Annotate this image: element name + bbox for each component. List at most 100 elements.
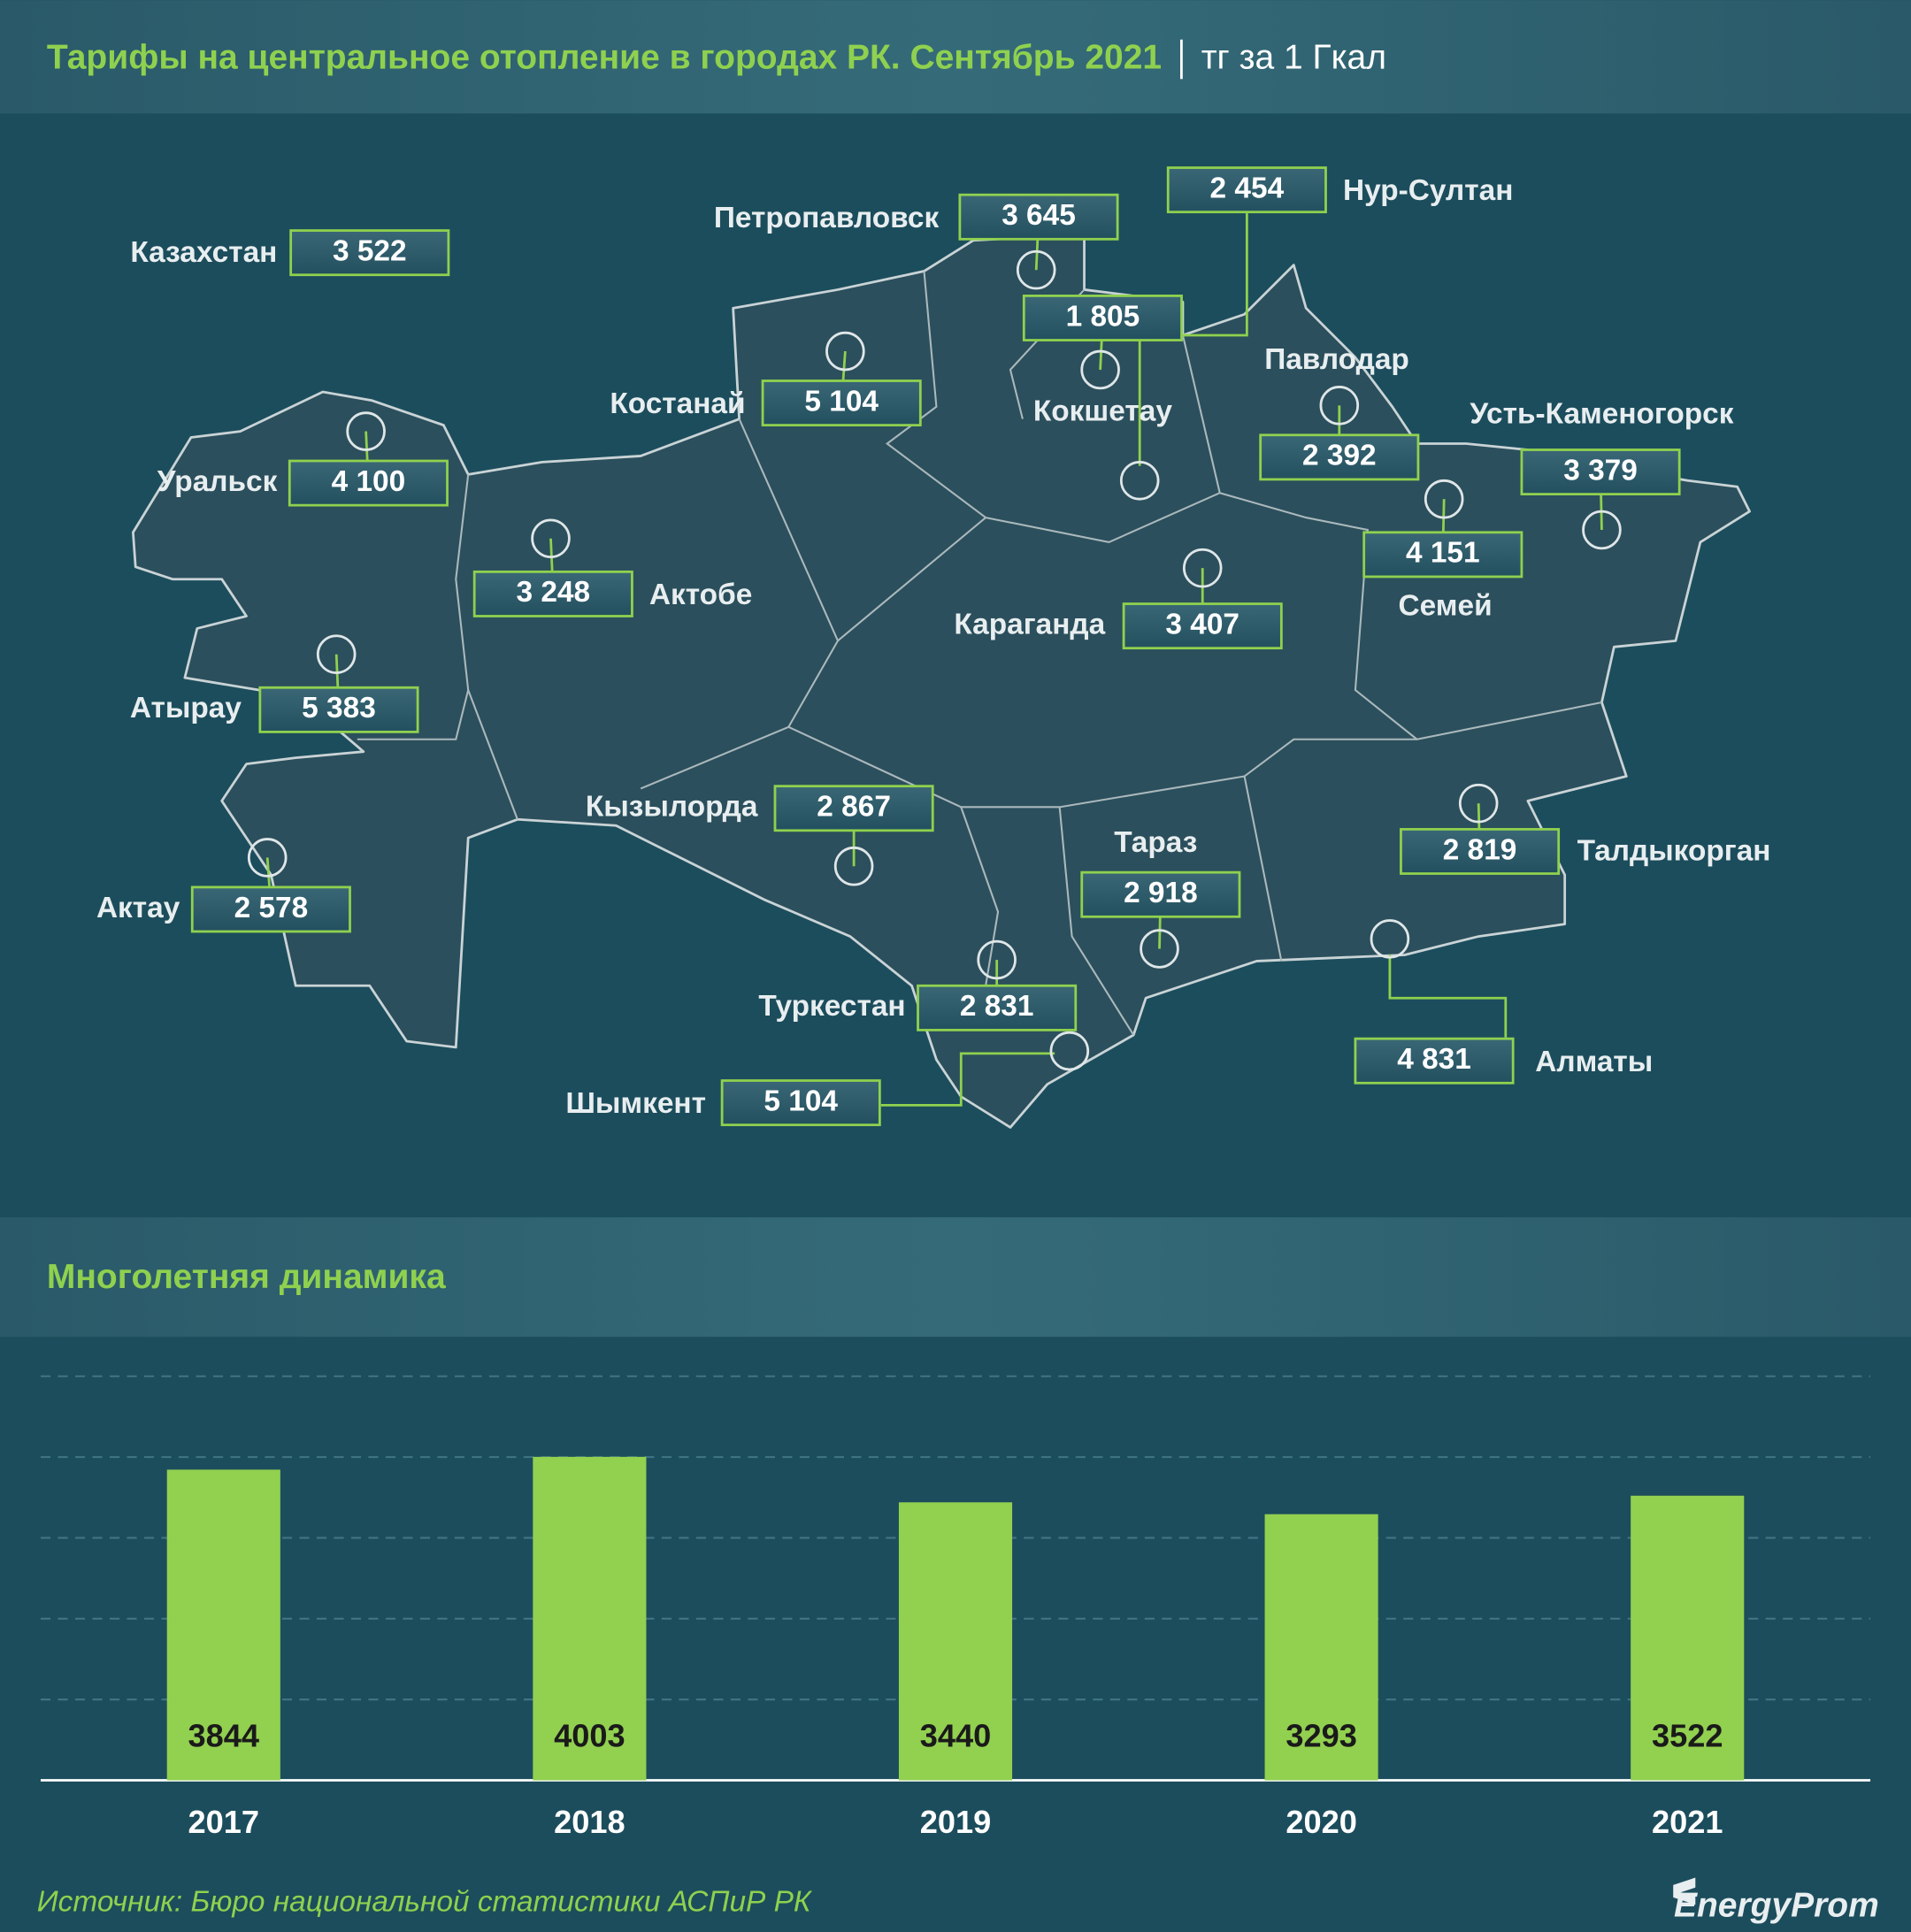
city-marker <box>1049 1031 1090 1071</box>
city-value: 2 819 <box>1443 833 1517 866</box>
city-name: Уральск <box>157 465 278 498</box>
x-tick-label: 2020 <box>1286 1804 1357 1840</box>
city-marker <box>1016 249 1056 290</box>
city-name: Туркестан <box>758 990 905 1023</box>
city-name: Тараз <box>1114 826 1197 859</box>
x-tick-label: 2018 <box>554 1804 625 1840</box>
city-value: 3 522 <box>333 234 407 267</box>
city-value: 5 383 <box>302 692 376 724</box>
value-box <box>958 193 1119 241</box>
city-marker <box>1370 919 1410 959</box>
bar <box>166 1469 280 1781</box>
city-name: Талдыкорган <box>1577 835 1771 868</box>
value-box <box>773 785 934 832</box>
city-value: 2 867 <box>817 791 891 824</box>
value-boxes: 3 522 Казахстан 3 645 Петропавловск 2 454 Нур… <box>96 166 1771 1127</box>
city-name: Кокшетау <box>1033 395 1172 428</box>
city-value: 4 151 <box>1406 537 1480 570</box>
city-marker <box>1582 510 1622 550</box>
city-name: Актобе <box>649 579 752 611</box>
region-borders <box>357 271 1602 1036</box>
city-name: Петропавловск <box>714 202 940 234</box>
city-marker <box>833 846 874 886</box>
value-box <box>720 1079 881 1127</box>
city-value: 3 248 <box>516 576 590 609</box>
city-name: Казахстан <box>130 236 277 269</box>
chart-title: Многолетняя динамика <box>47 1258 446 1296</box>
x-tick-label: 2017 <box>188 1804 260 1840</box>
logo: EnergyProm <box>1674 1886 1879 1924</box>
bar <box>1631 1495 1745 1781</box>
city-value: 2 578 <box>234 892 309 924</box>
city-value: 2 918 <box>1124 877 1198 909</box>
value-box <box>1080 870 1241 918</box>
value-box <box>190 886 351 933</box>
value-box <box>1122 602 1283 650</box>
city-value: 5 104 <box>764 1085 838 1117</box>
city-marker <box>1140 929 1179 969</box>
city-marker <box>825 331 865 372</box>
city-marker <box>247 838 288 878</box>
connector <box>880 1052 1055 1107</box>
value-box <box>472 570 633 617</box>
source-note: Источник: Бюро национальной статистики А… <box>37 1886 813 1919</box>
bar-value-label: 4003 <box>554 1718 625 1754</box>
city-name: Шымкент <box>565 1087 706 1120</box>
value-box <box>1022 295 1183 341</box>
city-marker <box>1458 783 1499 824</box>
value-box <box>761 380 922 427</box>
value-box <box>1400 828 1561 875</box>
bar-value-label: 3522 <box>1652 1718 1723 1754</box>
x-tick-label: 2021 <box>1652 1804 1723 1840</box>
city-value: 4 100 <box>332 465 406 498</box>
city-value: 5 104 <box>804 385 879 418</box>
value-box <box>1259 433 1420 481</box>
bar-value-label: 3440 <box>920 1718 992 1754</box>
city-marker <box>316 634 357 674</box>
city-marker <box>1182 548 1223 588</box>
connector <box>1138 213 1248 466</box>
value-box <box>1520 448 1681 496</box>
value-box <box>1354 1037 1515 1085</box>
bar-value-label: 3844 <box>188 1718 260 1754</box>
region-border <box>455 474 518 820</box>
city-name: Кызылорда <box>586 791 758 824</box>
value-box <box>258 686 419 733</box>
bar <box>898 1502 1013 1781</box>
city-marker <box>1119 461 1160 501</box>
city-marker <box>977 939 1017 980</box>
city-name: Актау <box>96 892 180 924</box>
city-marker <box>1080 349 1120 390</box>
city-name: Атырау <box>130 692 242 724</box>
region-border <box>837 492 1602 740</box>
city-name: Костанай <box>610 387 745 420</box>
logo-icon <box>1673 1877 1696 1905</box>
city-marker <box>531 518 571 559</box>
connector <box>1388 954 1508 1038</box>
city-value: 2 392 <box>1302 440 1377 472</box>
city-name: Алматы <box>1535 1046 1653 1078</box>
header-band <box>0 0 1911 114</box>
city-value: 2 454 <box>1210 172 1285 204</box>
bar-chart: 3844 2017 4003 2018 3440 2019 3293 2020 3522 2021 <box>40 1375 1871 1840</box>
city-markers <box>247 249 1622 1071</box>
bar <box>533 1456 647 1781</box>
section-band <box>0 1217 1911 1338</box>
city-value: 3 645 <box>1002 199 1076 232</box>
region-border <box>960 776 1283 1036</box>
city-value: 2 831 <box>960 990 1034 1023</box>
city-name: Караганда <box>954 608 1105 640</box>
value-box <box>1166 166 1327 214</box>
city-value: 1 805 <box>1066 300 1140 333</box>
city-value: 3 379 <box>1563 454 1638 487</box>
city-name: Семей <box>1399 590 1493 623</box>
map: 3 522 Казахстан 3 645 Петропавловск 2 454 Нур… <box>96 166 1771 1129</box>
city-marker <box>1319 386 1360 426</box>
value-box <box>288 459 449 507</box>
value-box <box>1362 531 1523 579</box>
city-marker <box>1424 479 1464 519</box>
city-value: 4 831 <box>1397 1043 1471 1076</box>
value-box <box>289 229 450 277</box>
